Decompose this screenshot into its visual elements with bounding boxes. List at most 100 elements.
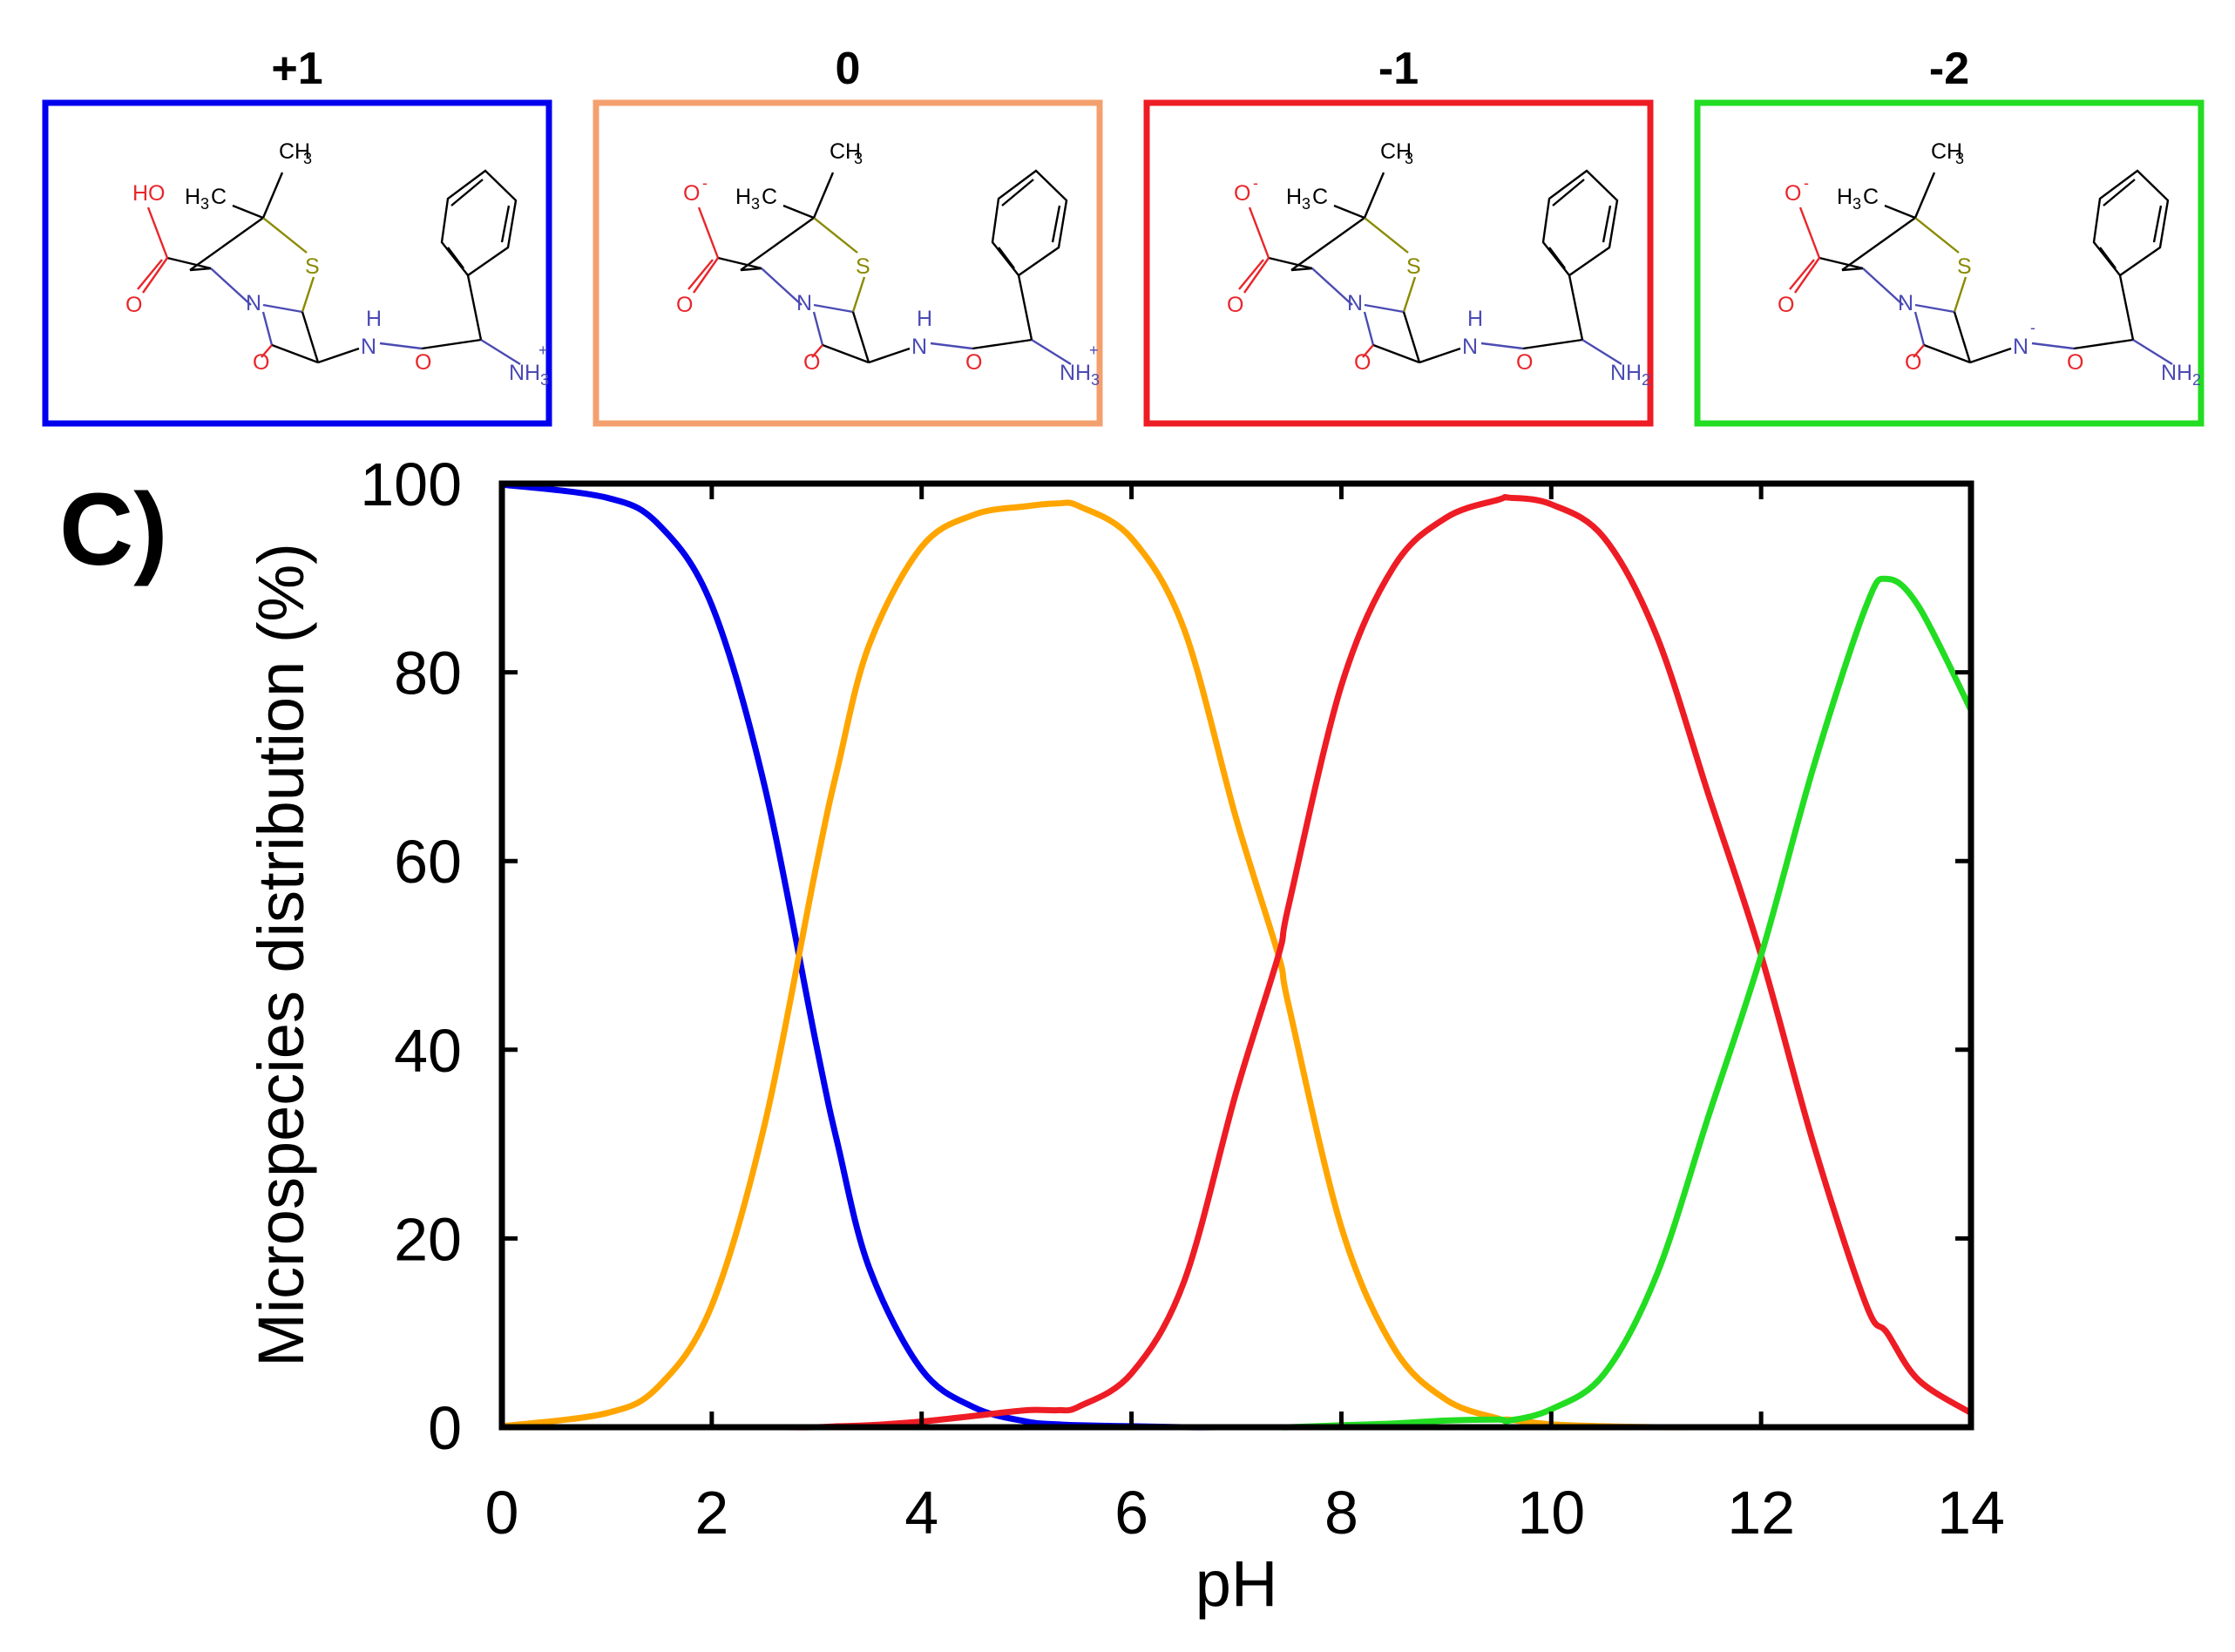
bond: [1841, 267, 1864, 272]
carboxyl-oxygen: O: [1785, 181, 1801, 206]
bond: [137, 259, 163, 290]
bond: [1953, 311, 1972, 363]
lactam-oxygen: O: [1905, 350, 1921, 375]
bond: [1290, 267, 1313, 272]
amide-oxygen: O: [965, 350, 982, 375]
sulfur-atom: S: [856, 254, 870, 279]
bond: [782, 204, 815, 220]
bond: [822, 343, 870, 364]
bond: [1581, 338, 1622, 366]
carbonyl-oxygen: O: [676, 293, 693, 317]
carboxyl-oxygen: O: [1234, 181, 1250, 206]
bond: [261, 311, 274, 346]
x-axis-label: pH: [1195, 1547, 1278, 1620]
bond: [813, 217, 858, 254]
bond: [998, 247, 1015, 269]
bond: [146, 206, 169, 259]
bond: [1031, 338, 1072, 366]
x-tick-label: 8: [1324, 1479, 1358, 1547]
bond: [421, 338, 482, 350]
bond: [262, 217, 308, 254]
bond: [2099, 247, 2116, 269]
carbonyl-oxygen: O: [1778, 293, 1794, 317]
bond: [868, 347, 911, 364]
bond: [1794, 257, 1820, 294]
carboxyl-oxygen: HO: [132, 181, 166, 206]
amine-subscript: 2: [2192, 371, 2201, 389]
x-tick-label: 0: [485, 1479, 519, 1547]
bond: [2073, 338, 2134, 350]
bond: [1480, 342, 1524, 350]
bond: [1402, 311, 1421, 363]
bond: [2152, 205, 2163, 243]
bond: [1914, 217, 1960, 254]
x-tick-label: 10: [1517, 1479, 1585, 1547]
x-tick-label: 12: [1727, 1479, 1795, 1547]
bond: [972, 338, 1033, 350]
series-line-3: [501, 575, 1974, 1431]
bond: [210, 267, 252, 306]
h3c-carbon: C: [1863, 185, 1879, 209]
bond: [1818, 256, 1864, 270]
lactam-oxygen: O: [803, 350, 820, 375]
bond: [812, 311, 824, 346]
bond: [1311, 267, 1353, 306]
bond: [1001, 179, 1034, 206]
bond: [2031, 342, 2075, 350]
phenyl-ring: [440, 169, 518, 277]
axis-ticks: 0 2 4 6 8 10 12 14 0 20 40 60 80 100: [360, 450, 2005, 1547]
bond: [1268, 256, 1313, 270]
bond: [813, 303, 854, 314]
bond: [1548, 247, 1566, 269]
bond: [2118, 274, 2135, 341]
phenyl-ring: [991, 169, 1068, 277]
y-tick-label: 100: [360, 450, 462, 518]
charge-label: 0: [836, 44, 861, 94]
bond: [1884, 204, 1916, 220]
bond: [1862, 267, 1904, 306]
curves: [501, 481, 1974, 1431]
bond: [740, 217, 815, 271]
bond: [271, 343, 319, 364]
amide-oxygen: O: [2067, 350, 2083, 375]
bond: [1913, 311, 1926, 346]
bond: [1363, 311, 1375, 346]
carboxyl-oxygen: O: [683, 181, 700, 206]
bond: [1243, 257, 1270, 294]
amine-group: NH: [1060, 361, 1091, 385]
amine-subscript: 3: [540, 371, 549, 389]
bond: [480, 338, 521, 366]
amide-nitrogen: N: [911, 335, 927, 359]
bond: [1238, 259, 1264, 290]
bond: [261, 344, 273, 358]
bond: [166, 256, 212, 270]
bond: [1552, 179, 1585, 206]
bond: [500, 205, 511, 243]
bond: [811, 344, 823, 358]
bond: [232, 204, 264, 220]
h3c-carbon: C: [1312, 185, 1328, 209]
bond: [1364, 217, 1409, 254]
y-axis-label: Microspecies distribution (%): [245, 543, 317, 1367]
bond: [301, 276, 315, 313]
panel-letter: C): [59, 472, 168, 587]
sulfur-atom: S: [305, 254, 320, 279]
bond: [1798, 206, 1821, 259]
bond: [1914, 303, 1955, 314]
bond: [740, 267, 762, 272]
h3c-carbon: C: [762, 185, 777, 209]
ch3-subscript: 3: [1405, 150, 1413, 167]
carbonyl-oxygen: O: [1227, 293, 1243, 317]
bond: [1969, 347, 2012, 364]
amide-charge: -: [2030, 319, 2035, 336]
ring-nitrogen: N: [246, 291, 261, 315]
x-tick-label: 14: [1937, 1479, 2005, 1547]
ch3-subscript: 3: [303, 150, 312, 167]
bond: [1841, 217, 1916, 271]
charge-label: +1: [271, 44, 322, 94]
y-tick-label: 60: [394, 828, 462, 896]
ring-nitrogen: N: [796, 291, 812, 315]
bond: [379, 342, 423, 350]
